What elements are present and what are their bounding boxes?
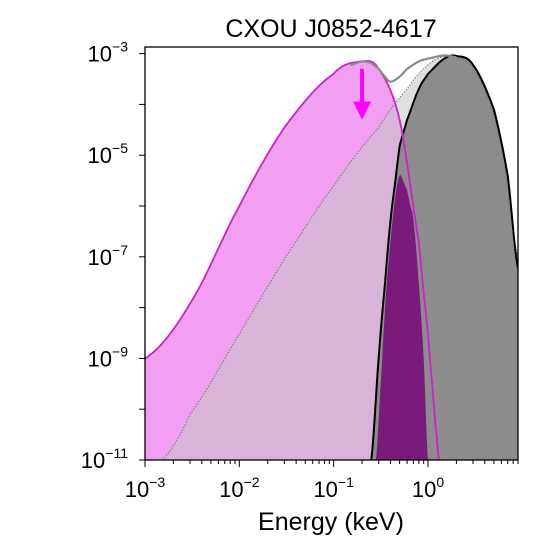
y-tick-label: 10−9 (88, 343, 129, 371)
plot-area (145, 54, 518, 460)
y-tick-label: 10−5 (88, 140, 129, 168)
chart-title: CXOU J0852-4617 (225, 15, 436, 43)
y-axis: 10−11 10−9 10−7 10−5 10−3 (81, 39, 145, 473)
axes-frame (144, 46, 519, 461)
series-overlap-tint (145, 60, 439, 460)
series-observed-gray-line (370, 54, 518, 460)
y-tick-label: 10−3 (88, 39, 129, 67)
series-total-line (350, 54, 457, 83)
x-tick-label: 100 (412, 474, 444, 502)
x-tick-label: 10−3 (125, 474, 166, 502)
y-tick-label: 10−11 (81, 445, 128, 473)
x-tick-label: 10−1 (313, 474, 354, 502)
x-axis-label: Energy (keV) (258, 508, 404, 536)
y-tick-label: 10−7 (88, 242, 129, 270)
x-axis: 10−3 10−2 10−1 100 (125, 460, 519, 502)
x-tick-label: 10−2 (219, 474, 260, 502)
series-magenta-line (145, 59, 440, 460)
series-gray-line (161, 55, 518, 460)
upper-limit-arrow-head (353, 101, 372, 120)
series-observed-magenta-fill (375, 174, 428, 460)
